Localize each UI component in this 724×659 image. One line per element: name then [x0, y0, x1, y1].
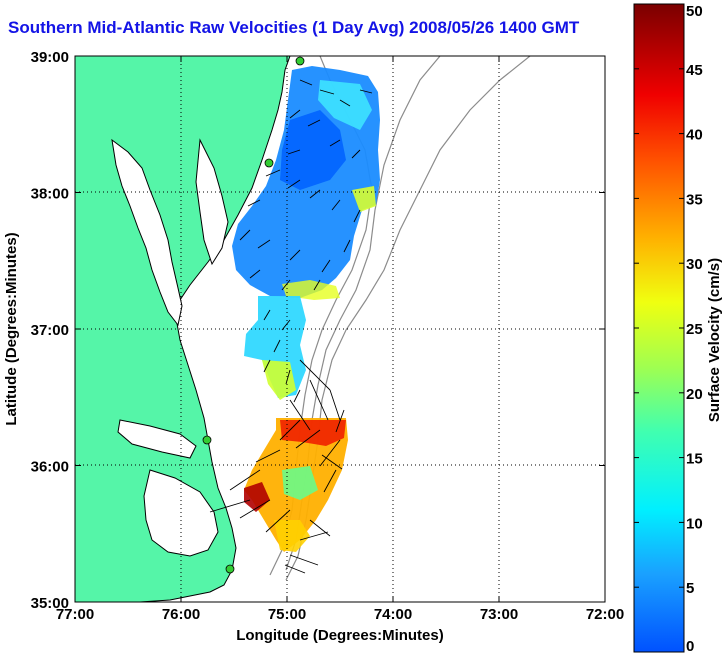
velocity-patch-mid-yellow	[262, 360, 296, 400]
colorbar-tick-label: 10	[686, 515, 703, 532]
velocity-field	[232, 66, 380, 552]
y-axis-label: Latitude (Degrees:Minutes)	[3, 232, 20, 425]
velocity-patch-north-south-edge	[282, 280, 340, 300]
velocity-patch-north-inner	[280, 110, 346, 190]
velocity-patch-south-green	[282, 466, 318, 500]
x-tick-label: 74:00	[374, 606, 412, 623]
albemarle-sound	[117, 419, 197, 459]
colorbar-tick-label: 50	[686, 3, 703, 20]
colorbar	[633, 3, 685, 653]
y-tick-label: 38:00	[31, 186, 69, 203]
colorbar-tick-label: 35	[686, 191, 703, 208]
velocity-patch-north-edge	[318, 80, 372, 130]
colorbar-tick-label: 40	[686, 127, 703, 144]
y-tick-label: 39:00	[31, 49, 69, 66]
station-marker	[225, 564, 235, 574]
y-tick-label: 37:00	[31, 322, 69, 339]
colorbar-label: Surface Velocity (cm/s)	[706, 258, 723, 422]
delmarva-channel	[195, 138, 229, 266]
x-tick-label: 73:00	[480, 606, 518, 623]
colorbar-tick-label: 25	[686, 321, 703, 338]
colorbar-tick-label: 0	[686, 638, 694, 655]
y-axis: 35:00 36:00 37:00 38:00 39:00	[31, 49, 605, 612]
colorbar-ticks: 0 5 10 15 20 25 30 35 40 45 50	[634, 3, 703, 655]
colorbar-tick-label: 45	[686, 62, 703, 79]
colorbar-tick-label: 15	[686, 451, 703, 468]
colorbar-tick-label: 30	[686, 256, 703, 273]
x-tick-label: 72:00	[586, 606, 624, 623]
station-marker	[202, 435, 212, 445]
velocity-patch-north-yellow	[352, 186, 376, 212]
station-marker	[295, 56, 305, 66]
velocity-patch-south-darkred	[244, 482, 270, 512]
x-tick-label: 77:00	[56, 606, 94, 623]
grid-lines	[75, 56, 605, 602]
y-tick-label: 36:00	[31, 459, 69, 476]
map-title: Southern Mid-Atlantic Raw Velocities (1 …	[8, 18, 580, 37]
x-axis-label: Longitude (Degrees:Minutes)	[236, 627, 444, 644]
colorbar-tick-label: 20	[686, 386, 703, 403]
velocity-patch-south-tip	[274, 520, 310, 552]
chesapeake-bay	[111, 138, 183, 327]
x-tick-label: 76:00	[162, 606, 200, 623]
station-marker	[264, 158, 274, 168]
y-tick-label: 35:00	[31, 595, 69, 612]
x-axis: 77:00 76:00 75:00 74:00 73:00 72:00	[56, 56, 624, 623]
colorbar-tick-label: 5	[686, 580, 694, 597]
current-vectors	[209, 79, 373, 574]
x-tick-label: 75:00	[268, 606, 306, 623]
radar-stations	[202, 56, 305, 574]
velocity-patch-south-red	[280, 420, 346, 446]
